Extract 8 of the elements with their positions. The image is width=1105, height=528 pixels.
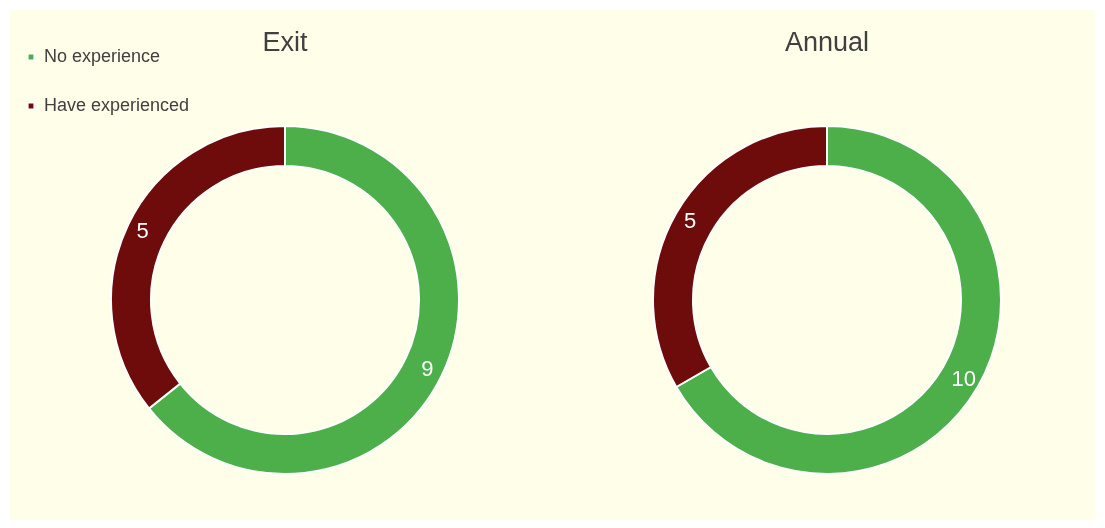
data-label: 9	[421, 355, 434, 381]
legend-label: Have experienced	[44, 95, 190, 115]
chart-title: Exit	[262, 27, 308, 57]
chart-title: Annual	[784, 27, 870, 57]
data-label: 5	[684, 208, 697, 233]
legend-label: No experience	[44, 46, 161, 66]
data-label: 10	[951, 366, 977, 391]
data-label: 5	[136, 218, 149, 244]
